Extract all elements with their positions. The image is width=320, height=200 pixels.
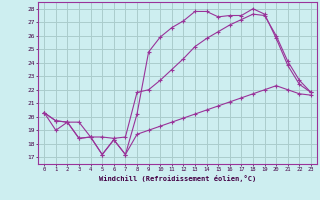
X-axis label: Windchill (Refroidissement éolien,°C): Windchill (Refroidissement éolien,°C) (99, 175, 256, 182)
